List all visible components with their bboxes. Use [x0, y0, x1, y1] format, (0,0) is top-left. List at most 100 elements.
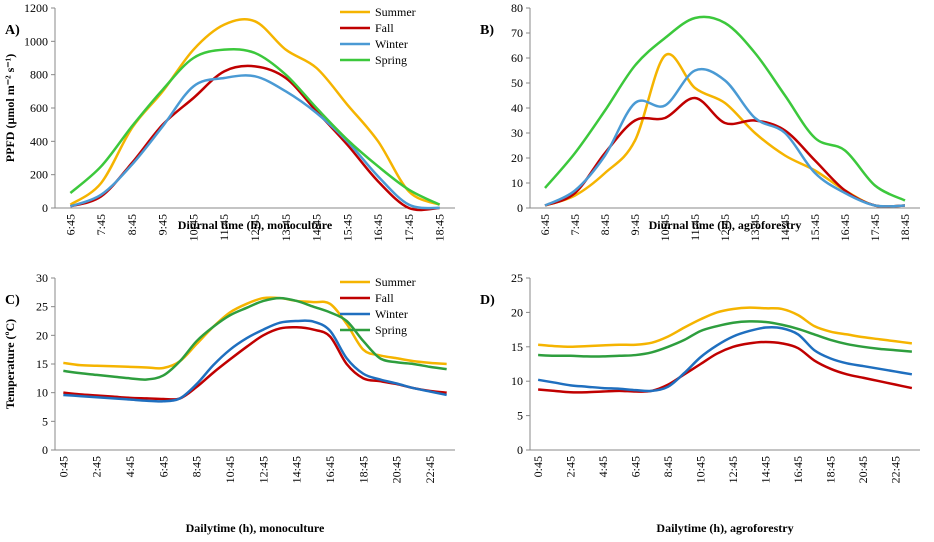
series-line — [544, 15, 906, 202]
y-tick-label: 10 — [36, 386, 48, 400]
x-tick-label: 20:45 — [856, 456, 870, 483]
x-tick-label: 0:45 — [56, 456, 70, 477]
x-tick-label: 2:45 — [90, 456, 104, 477]
x-tick-label: 9:45 — [156, 214, 170, 235]
panel-label: B) — [480, 23, 494, 38]
legend-label: Summer — [375, 5, 416, 19]
y-tick-label: 10 — [511, 176, 523, 190]
x-tick-label: 6:45 — [156, 456, 170, 477]
y-tick-label: 5 — [517, 409, 523, 423]
x-tick-label: 18:45 — [898, 214, 912, 241]
y-tick-label: 1200 — [24, 1, 48, 15]
series-line — [538, 320, 912, 358]
x-tick-label: 10:45 — [658, 214, 672, 241]
legend-label: Fall — [375, 21, 394, 35]
y-tick-label: 40 — [511, 101, 523, 115]
x-tick-label: 7:45 — [94, 214, 108, 235]
y-tick-label: 25 — [511, 271, 523, 285]
series-line — [538, 340, 913, 394]
x-tick-label: 14:45 — [310, 214, 324, 241]
y-tick-label: 0 — [42, 443, 48, 457]
x-tick-label: 6:45 — [538, 214, 552, 235]
y-tick-label: 0 — [517, 443, 523, 457]
series-line — [69, 74, 440, 210]
x-tick-label: 11:45 — [217, 214, 231, 241]
y-axis-title: Temperature (ºC) — [3, 319, 17, 409]
legend-label: Winter — [375, 37, 408, 51]
panel-label: A) — [5, 23, 20, 38]
series-line — [63, 296, 447, 381]
series-line — [544, 67, 906, 208]
x-axis-title: Dailytime (h), agroforestry — [656, 521, 793, 535]
y-tick-label: 30 — [36, 271, 48, 285]
x-tick-label: 12:45 — [726, 456, 740, 483]
y-tick-label: 80 — [511, 1, 523, 15]
legend-label: Fall — [375, 291, 394, 305]
panel-label: C) — [5, 293, 20, 308]
x-tick-label: 15:45 — [808, 214, 822, 241]
y-tick-label: 15 — [511, 340, 523, 354]
y-tick-label: 0 — [42, 201, 48, 215]
x-tick-label: 22:45 — [889, 456, 903, 483]
x-tick-label: 13:45 — [279, 214, 293, 241]
x-tick-label: 4:45 — [123, 456, 137, 477]
legend-label: Winter — [375, 307, 408, 321]
x-tick-label: 12:45 — [248, 214, 262, 241]
x-axis-title: Dailytime (h), monoculture — [186, 521, 325, 535]
y-tick-label: 600 — [30, 101, 48, 115]
x-tick-label: 10:45 — [223, 456, 237, 483]
x-tick-label: 16:45 — [371, 214, 385, 241]
x-tick-label: 18:45 — [824, 456, 838, 483]
series-line — [63, 319, 447, 403]
y-tick-label: 200 — [30, 168, 48, 182]
y-tick-label: 1000 — [24, 34, 48, 48]
x-axis-title: Diurnal time (h), agroforestry — [649, 218, 802, 232]
x-tick-label: 8:45 — [190, 456, 204, 477]
y-tick-label: 800 — [30, 68, 48, 82]
y-tick-label: 70 — [511, 26, 523, 40]
legend-label: Spring — [375, 53, 407, 67]
x-tick-label: 14:45 — [290, 456, 304, 483]
series-line — [69, 47, 441, 206]
y-tick-label: 50 — [511, 76, 523, 90]
x-tick-label: 4:45 — [596, 456, 610, 477]
y-tick-label: 15 — [36, 357, 48, 371]
x-tick-label: 7:45 — [568, 214, 582, 235]
x-tick-label: 8:45 — [598, 214, 612, 235]
x-tick-label: 18:45 — [356, 456, 370, 483]
series-line — [544, 52, 906, 208]
legend-label: Summer — [375, 275, 416, 289]
x-tick-label: 14:45 — [759, 456, 773, 483]
x-tick-label: 6:45 — [63, 214, 77, 235]
x-tick-label: 14:45 — [778, 214, 792, 241]
x-tick-label: 15:45 — [340, 214, 354, 241]
panel-label: D) — [480, 293, 495, 308]
y-tick-label: 20 — [511, 151, 523, 165]
series-line — [544, 96, 906, 208]
x-tick-label: 10:45 — [186, 214, 200, 241]
x-axis-title: Diurnal time (h), monoculture — [178, 218, 333, 232]
x-tick-label: 22:45 — [423, 456, 437, 483]
x-tick-label: 2:45 — [564, 456, 578, 477]
x-tick-label: 6:45 — [629, 456, 643, 477]
x-tick-label: 18:45 — [433, 214, 447, 241]
y-tick-label: 25 — [36, 300, 48, 314]
y-tick-label: 60 — [511, 51, 523, 65]
x-tick-label: 17:45 — [402, 214, 416, 241]
series-line — [63, 296, 447, 370]
y-tick-label: 30 — [511, 126, 523, 140]
x-tick-label: 10:45 — [694, 456, 708, 483]
y-tick-label: 10 — [511, 374, 523, 388]
x-tick-label: 17:45 — [868, 214, 882, 241]
series-line — [537, 325, 913, 393]
x-tick-label: 8:45 — [125, 214, 139, 235]
y-tick-label: 5 — [42, 414, 48, 428]
x-tick-label: 16:45 — [838, 214, 852, 241]
y-tick-label: 0 — [517, 201, 523, 215]
series-line — [63, 325, 447, 401]
legend-label: Spring — [375, 323, 407, 337]
x-tick-label: 12:45 — [256, 456, 270, 483]
x-tick-label: 9:45 — [628, 214, 642, 235]
x-tick-label: 16:45 — [323, 456, 337, 483]
